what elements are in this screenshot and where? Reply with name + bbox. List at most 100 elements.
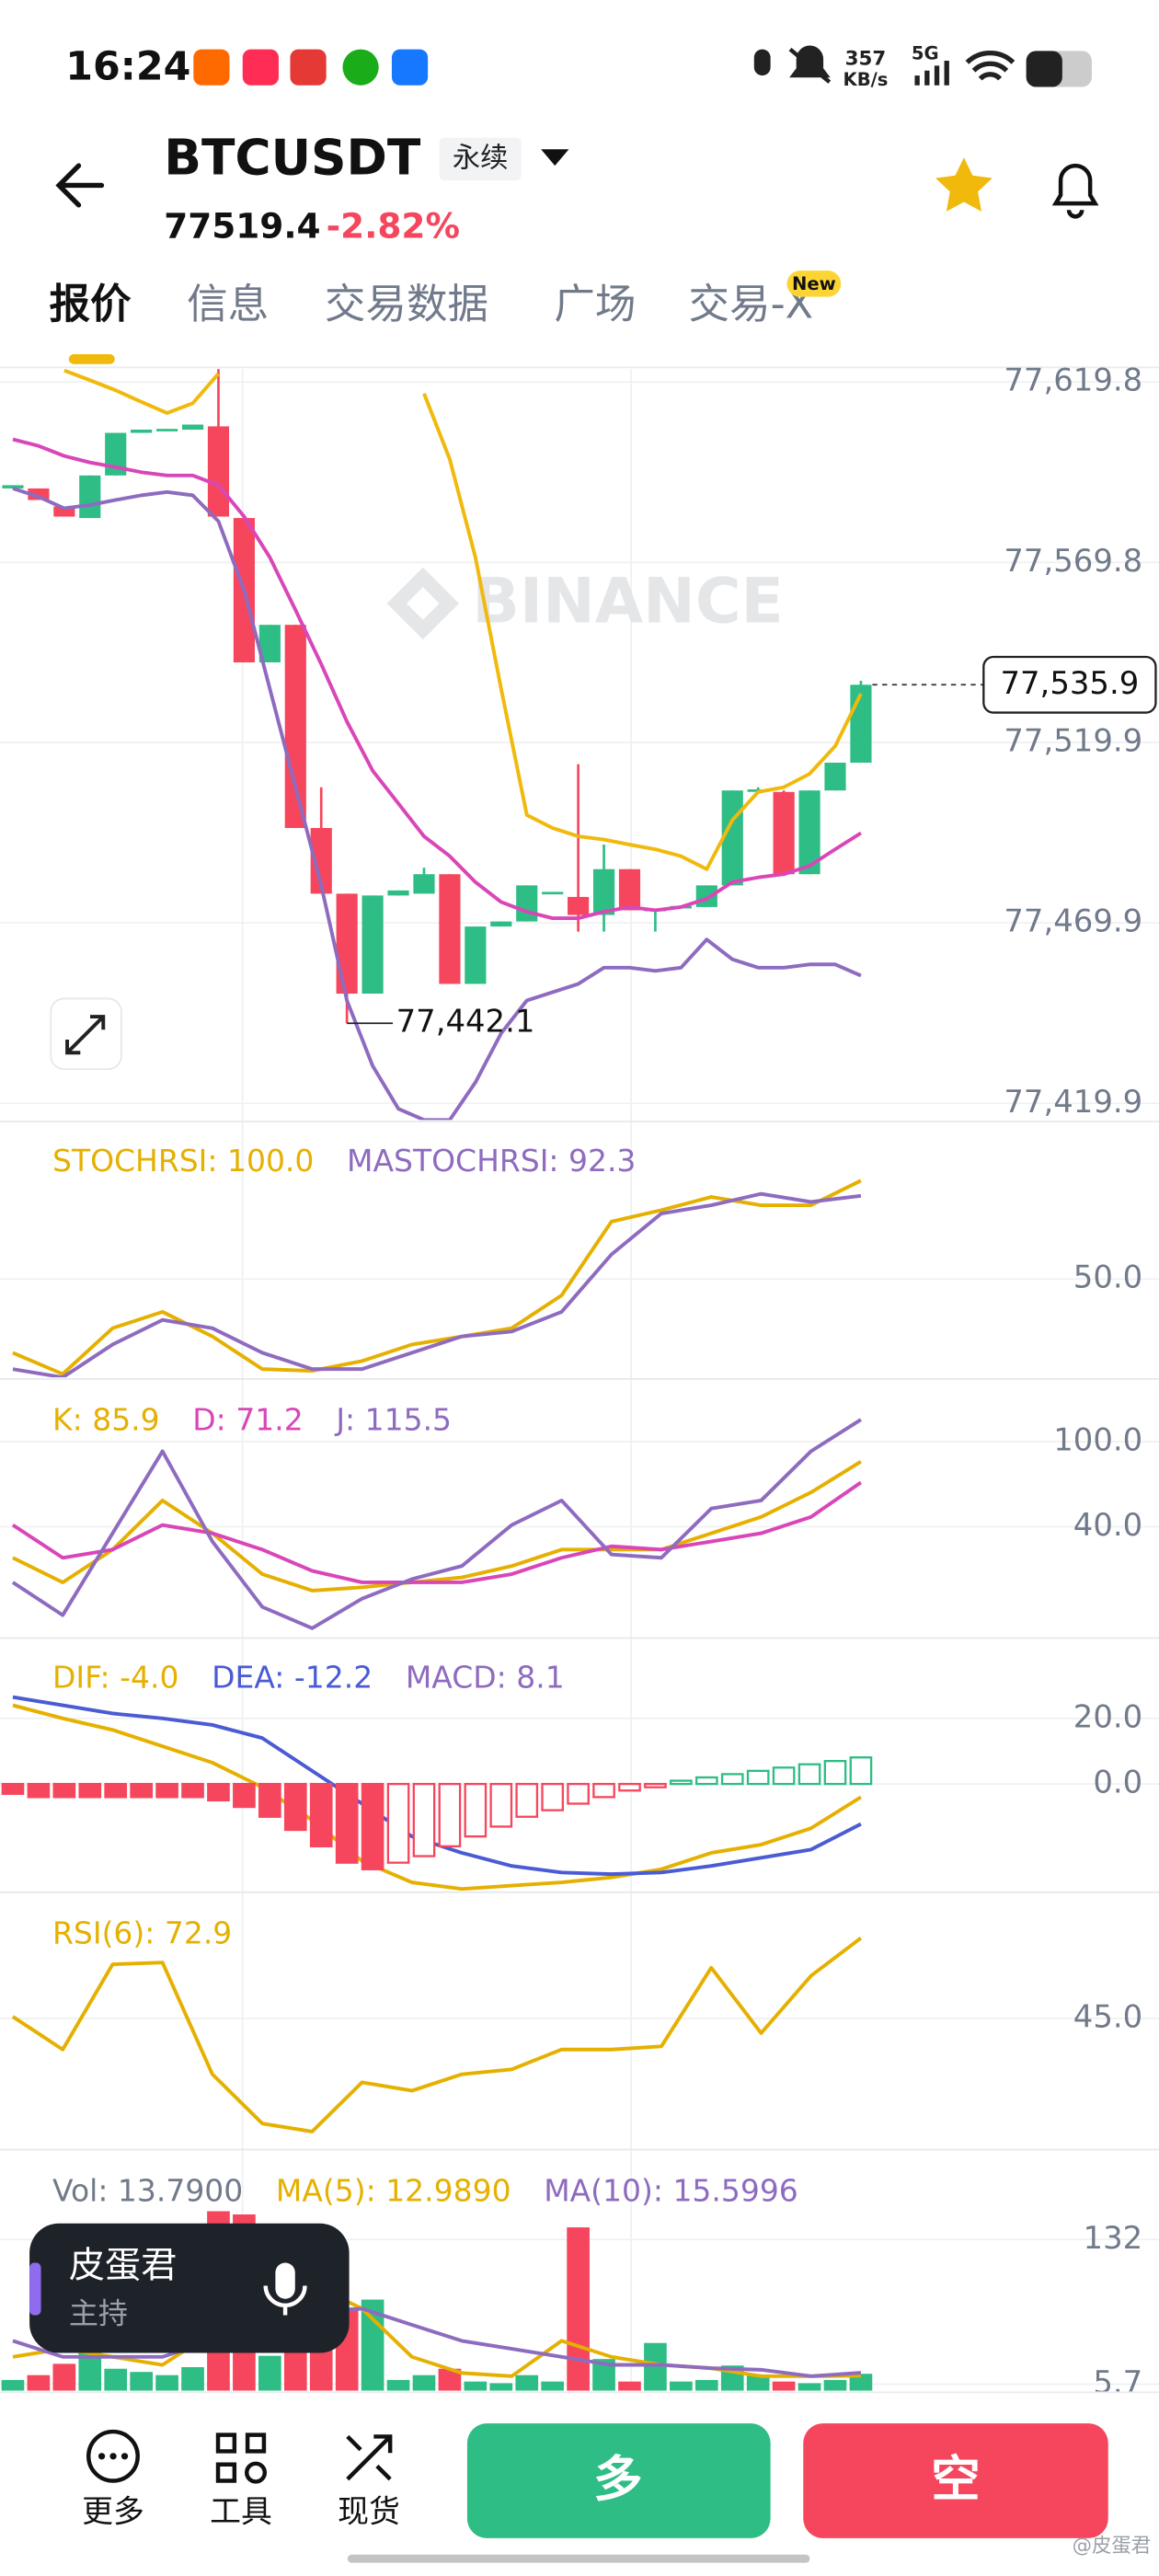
bar bbox=[438, 1782, 462, 1847]
bar bbox=[52, 2363, 76, 2391]
toolbar-label[interactable]: 现货 bbox=[338, 2494, 400, 2530]
candle-body bbox=[439, 874, 461, 984]
tab[interactable]: 交易数据 bbox=[325, 280, 488, 328]
mic-stand bbox=[263, 2285, 307, 2316]
mute-icon bbox=[788, 45, 832, 84]
bar bbox=[1, 1782, 25, 1795]
line-series bbox=[12, 437, 862, 921]
host-bg[interactable] bbox=[29, 2223, 350, 2353]
tab[interactable]: 信息 bbox=[187, 280, 269, 328]
panel bbox=[11, 1937, 863, 2133]
bar bbox=[644, 1782, 667, 1788]
host-pill[interactable]: 皮蛋君 主持 bbox=[29, 2223, 350, 2353]
line-series bbox=[11, 1937, 863, 2133]
legend-item: MASTOCHRSI: 92.3 bbox=[347, 1143, 636, 1179]
y-tick-label: 77,619.8 bbox=[1004, 362, 1142, 398]
bar bbox=[823, 2379, 847, 2391]
bar bbox=[541, 2381, 565, 2391]
line-series bbox=[12, 1191, 862, 1378]
short-button[interactable] bbox=[803, 2423, 1108, 2538]
signal-icon bbox=[914, 61, 949, 86]
line-series bbox=[12, 1179, 862, 1376]
bar bbox=[207, 1782, 230, 1802]
toolbar-label[interactable]: 工具 bbox=[210, 2494, 272, 2530]
candle-body bbox=[516, 885, 538, 922]
bar bbox=[104, 2368, 128, 2391]
badge-bg bbox=[439, 137, 522, 181]
bar bbox=[386, 2379, 410, 2391]
header: BTCUSDT 永续 77519.4 -2.82% bbox=[55, 128, 1099, 246]
bar bbox=[694, 1776, 718, 1786]
bar bbox=[849, 2374, 873, 2391]
line-series bbox=[12, 487, 862, 1121]
long-button[interactable] bbox=[466, 2423, 771, 2538]
expand-button[interactable] bbox=[50, 997, 122, 1070]
new-badge: New bbox=[792, 273, 836, 294]
app-icon bbox=[391, 49, 429, 86]
back-button[interactable] bbox=[55, 163, 105, 208]
bar bbox=[694, 2379, 718, 2391]
app-icon bbox=[290, 49, 327, 86]
y-tick-label: 77,569.8 bbox=[1004, 543, 1142, 579]
chart-labels: 77,419.9 77,469.9 77,519.9 77,569.8 77,619.8… bbox=[52, 362, 1157, 2400]
bar bbox=[592, 1782, 615, 1799]
bar bbox=[130, 2372, 153, 2391]
candle-body bbox=[695, 885, 717, 907]
favorite-star[interactable] bbox=[935, 157, 993, 212]
net-speed-unit: KB/s bbox=[843, 69, 889, 90]
tools-icon[interactable] bbox=[215, 2432, 267, 2483]
toolbar-label[interactable]: 更多 bbox=[82, 2494, 144, 2530]
candle-body bbox=[542, 891, 564, 895]
legend-item: RSI(6): 72.9 bbox=[52, 1915, 232, 1951]
candle-body bbox=[336, 893, 358, 995]
alert-bell[interactable] bbox=[1051, 163, 1099, 219]
short-label: 空 bbox=[931, 2450, 980, 2508]
bar bbox=[412, 2375, 436, 2391]
bar bbox=[52, 1782, 76, 1799]
bar bbox=[104, 1782, 128, 1799]
more-icon[interactable] bbox=[86, 2429, 140, 2483]
tools-icon-dot bbox=[244, 2461, 268, 2484]
battery-level bbox=[1026, 51, 1062, 87]
panel bbox=[11, 1418, 863, 1630]
candle-body bbox=[387, 890, 409, 896]
app-icon bbox=[342, 49, 379, 86]
legend-item: MA(5): 12.9890 bbox=[276, 2172, 511, 2208]
bar bbox=[489, 2383, 513, 2391]
host-accent bbox=[29, 2262, 41, 2316]
legend-item: DEA: -12.2 bbox=[212, 1660, 373, 1696]
dropdown[interactable] bbox=[541, 149, 569, 167]
candle-body bbox=[361, 895, 384, 995]
bar bbox=[746, 1769, 770, 1786]
clock: 16:24 bbox=[65, 43, 190, 89]
bar bbox=[592, 2359, 615, 2391]
bar bbox=[618, 1782, 641, 1792]
host-role: 主持 bbox=[69, 2296, 128, 2331]
app-icon bbox=[242, 49, 279, 86]
symbol[interactable]: BTCUSDT bbox=[164, 128, 421, 186]
host-name: 皮蛋君 bbox=[69, 2245, 178, 2286]
bar bbox=[130, 1782, 153, 1799]
candle-body bbox=[824, 763, 846, 791]
candle-body bbox=[490, 921, 512, 927]
tab[interactable]: 广场 bbox=[554, 280, 636, 328]
mic-icon bbox=[275, 2262, 295, 2299]
spot-icon[interactable] bbox=[346, 2434, 393, 2481]
contract-badge: 永续 bbox=[453, 142, 509, 174]
app-icon bbox=[193, 49, 230, 86]
watermark-group: BINANCE bbox=[386, 564, 784, 640]
panel bbox=[2, 369, 872, 1121]
bar bbox=[309, 1782, 333, 1847]
candle-body bbox=[28, 488, 50, 500]
candle-body bbox=[284, 625, 306, 829]
y-tick-label: 0.0 bbox=[1093, 1765, 1142, 1800]
low-marker-label: 77,442.1 bbox=[396, 1004, 535, 1040]
bar bbox=[27, 1782, 51, 1799]
candle-body bbox=[413, 874, 435, 894]
y-tick-label: 100.0 bbox=[1053, 1421, 1142, 1457]
candle-body bbox=[181, 424, 204, 430]
legend-item: MA(10): 15.5996 bbox=[544, 2172, 798, 2208]
tab[interactable]: 报价 bbox=[49, 280, 132, 328]
legend-item: K: 85.9 bbox=[52, 1402, 160, 1438]
